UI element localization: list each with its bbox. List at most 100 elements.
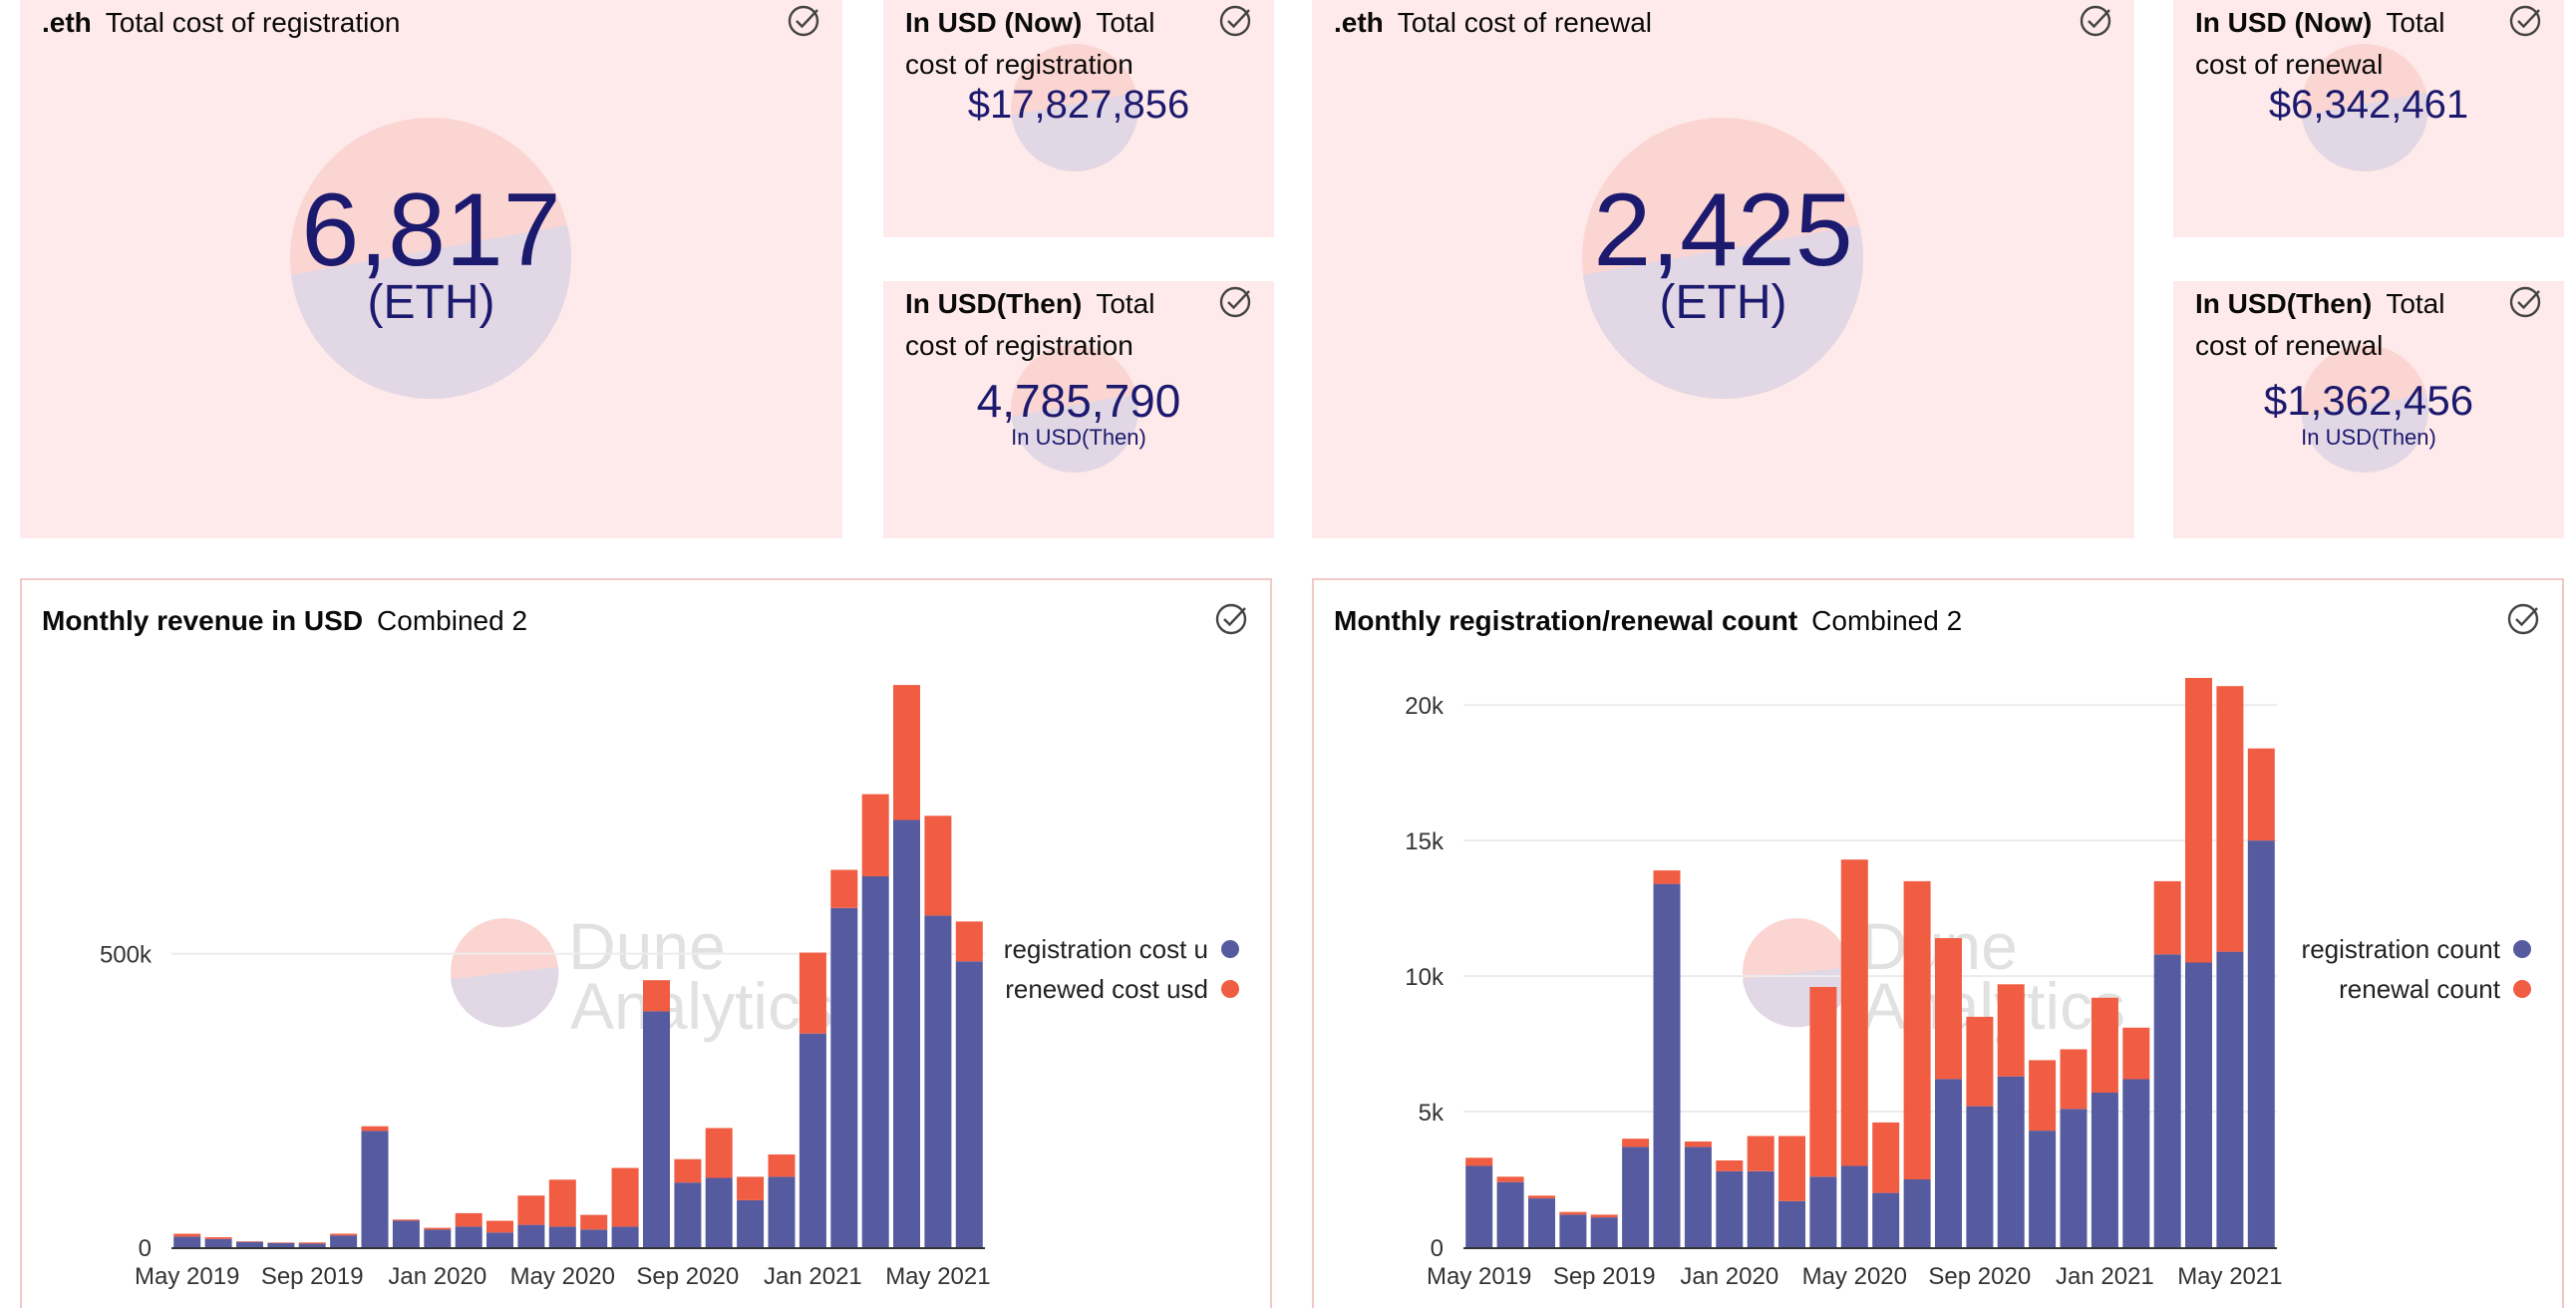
bar-primary [2091, 1093, 2118, 1247]
bar-secondary [580, 1214, 608, 1230]
bar-secondary [2247, 748, 2275, 841]
legend-dot [1221, 940, 1239, 958]
watermark-line2: Analytics [1862, 969, 2125, 1043]
bar-primary [1966, 1106, 1994, 1247]
counter-card-renewal-usd-now: In USD (Now) Total cost of renewal $6,342… [2173, 0, 2564, 237]
dune-logo-icon [290, 118, 571, 399]
chart-title: Monthly revenue in USD [42, 605, 364, 636]
bar-secondary [2029, 1060, 2057, 1132]
counter-name: In USD (Now) [905, 7, 1083, 38]
check-circle-icon[interactable] [2506, 602, 2540, 636]
dune-logo-icon: Dune Analytics [451, 909, 833, 1043]
x-tick-label: May 2021 [2177, 1263, 2282, 1290]
bar-secondary [361, 1126, 389, 1132]
legend-label: renewal count [2339, 974, 2501, 1004]
x-tick-label: Sep 2019 [1553, 1263, 1656, 1290]
dune-logo-icon [1582, 118, 1863, 399]
bar-secondary [1684, 1142, 1712, 1147]
x-tick-label: May 2019 [1427, 1263, 1531, 1290]
legend-dot [2513, 940, 2531, 958]
bar-secondary [548, 1179, 576, 1227]
counter-subtitle: In USD(Then) [2301, 425, 2436, 450]
bar-secondary [173, 1233, 201, 1237]
bar-secondary [486, 1220, 513, 1233]
y-tick-label: 15k [1405, 828, 1445, 855]
bar-secondary [2216, 686, 2244, 952]
bar-primary [361, 1131, 389, 1247]
counter-title: Total cost of registration [105, 7, 401, 38]
x-tick-label: Sep 2019 [261, 1263, 364, 1290]
bar-primary [1840, 1165, 1868, 1247]
chart-title: Monthly registration/renewal count [1334, 605, 1798, 636]
check-circle-icon[interactable] [1218, 285, 1252, 319]
dune-logo-icon [1011, 345, 1138, 473]
bar-primary [1559, 1214, 1587, 1247]
check-circle-icon[interactable] [787, 4, 820, 38]
counter-title: Total cost of registration [905, 288, 1155, 361]
bar-primary [173, 1236, 201, 1247]
bar-secondary [1997, 984, 2025, 1077]
bar-primary [2247, 840, 2275, 1247]
chart-subtitle: Combined 2 [377, 605, 528, 636]
x-tick-label: Jan 2021 [764, 1263, 862, 1290]
x-tick-label: May 2020 [510, 1263, 615, 1290]
bar-primary [611, 1226, 639, 1247]
counter-card-renewal-eth: .eth Total cost of renewal 2,425 (ETH) [1312, 0, 2134, 538]
bar-primary [298, 1243, 326, 1247]
check-circle-icon[interactable] [2508, 4, 2542, 38]
bar-primary [799, 1033, 826, 1247]
bar-primary [924, 915, 952, 1247]
bar-secondary [611, 1167, 639, 1227]
watermark-line2: Analytics [570, 969, 833, 1043]
counter-card-renewal-usd-then: In USD(Then) Total cost of renewal $1,362… [2173, 281, 2564, 538]
bar-secondary [236, 1241, 263, 1242]
bar-secondary [1966, 1016, 1994, 1107]
bar-primary [267, 1242, 295, 1247]
y-tick-label: 10k [1405, 964, 1445, 991]
check-circle-icon[interactable] [2508, 285, 2542, 319]
bar-primary [674, 1182, 702, 1247]
bar-secondary [955, 921, 983, 962]
bar-primary [2153, 954, 2181, 1247]
bar-secondary [1496, 1176, 1524, 1182]
counter-value: $6,342,461 [2268, 83, 2469, 127]
check-circle-icon[interactable] [1214, 602, 1248, 636]
counter-value: 2,425 [1593, 172, 1853, 288]
bar-secondary [1747, 1136, 1774, 1171]
counter-name: .eth [42, 7, 92, 38]
bar-primary [236, 1241, 263, 1247]
y-tick-label: 0 [139, 1235, 152, 1262]
legend-label: registration cost u [1004, 934, 1208, 964]
counter-title: Total cost of renewal [2195, 288, 2445, 361]
counter-name: In USD(Then) [2195, 288, 2373, 319]
bar-primary [1716, 1170, 1744, 1247]
x-tick-label: Jan 2021 [2056, 1263, 2154, 1290]
counter-title: Total cost of renewal [2195, 7, 2445, 80]
bar-primary [1622, 1146, 1650, 1247]
counter-card-registration-eth: .eth Total cost of registration 6,817 (ET… [20, 0, 842, 538]
bar-secondary [2122, 1027, 2150, 1080]
bar-secondary [2185, 678, 2212, 963]
counter-value: 4,785,790 [976, 375, 1181, 427]
dune-logo-icon [1011, 44, 1138, 171]
bar-secondary [924, 816, 952, 916]
check-circle-icon[interactable] [1218, 4, 1252, 38]
bar-primary [1653, 883, 1681, 1247]
bar-secondary [1872, 1122, 1900, 1193]
legend-label: renewed cost usd [1005, 974, 1208, 1004]
counter-name: .eth [1334, 7, 1384, 38]
x-tick-label: Sep 2020 [636, 1263, 739, 1290]
check-circle-icon[interactable] [2079, 4, 2112, 38]
bar-primary [861, 876, 889, 1247]
bar-primary [455, 1226, 483, 1247]
counter-value: $17,827,856 [967, 83, 1190, 127]
bar-secondary [737, 1176, 765, 1200]
y-tick-label: 20k [1405, 693, 1445, 720]
counter-title: Total cost of renewal [1397, 7, 1653, 38]
bar-primary [548, 1226, 576, 1247]
bar-primary [517, 1224, 545, 1247]
bar-primary [768, 1176, 796, 1247]
bar-primary [1590, 1217, 1618, 1247]
bar-primary [2060, 1109, 2088, 1247]
